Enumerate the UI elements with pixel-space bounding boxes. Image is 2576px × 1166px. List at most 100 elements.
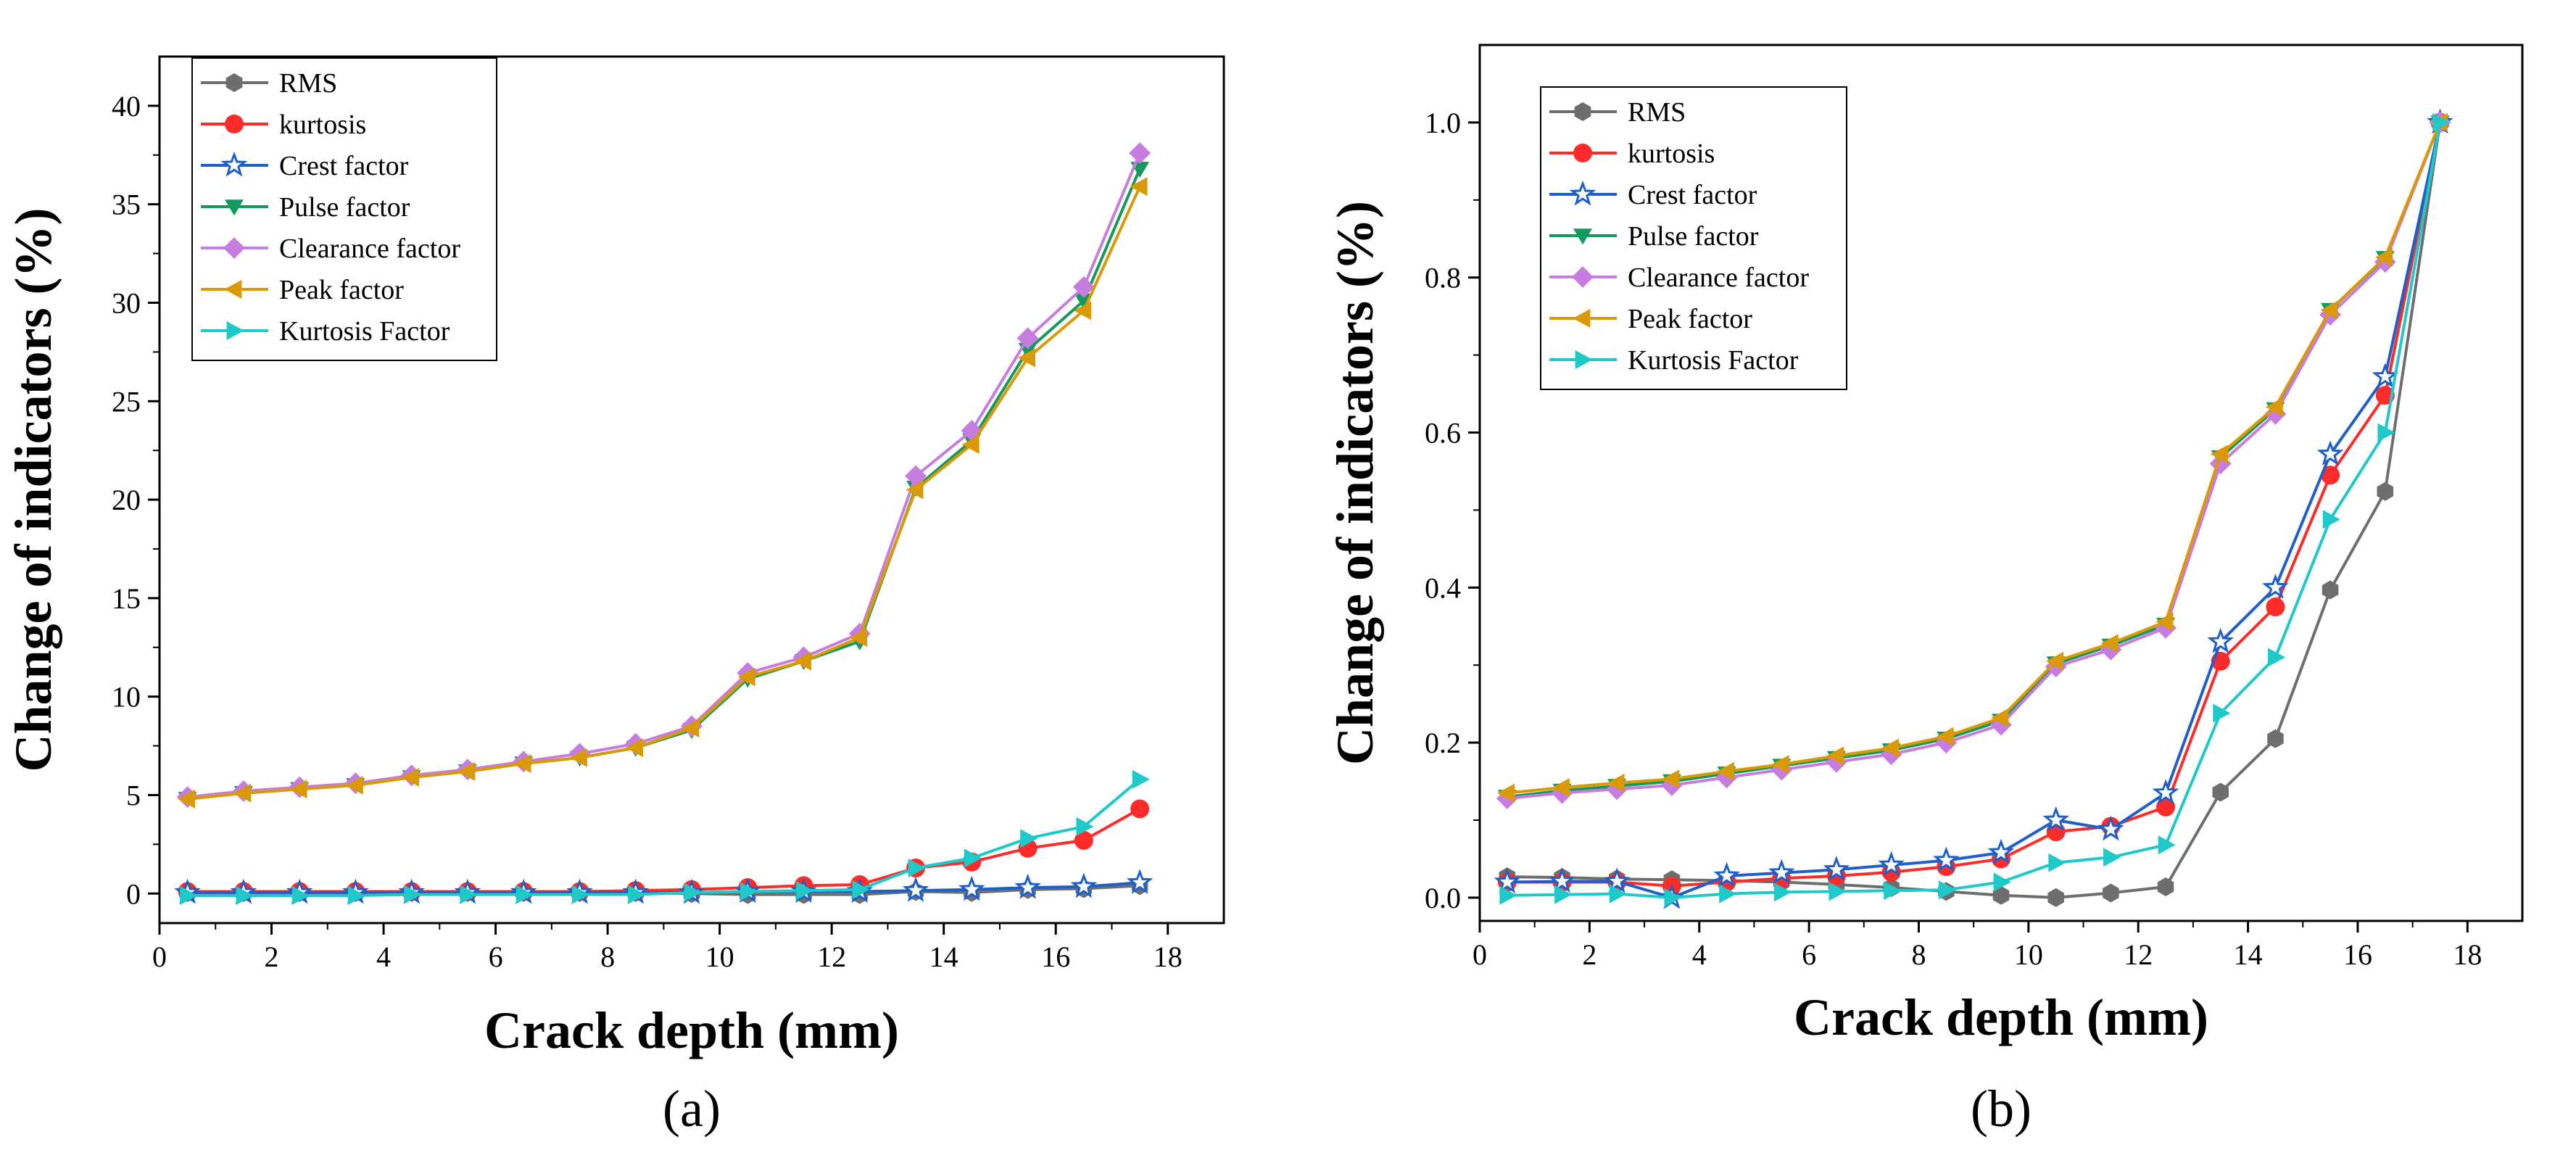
legend-label: Peak factor — [1628, 304, 1752, 334]
y-tick-label: 1.0 — [1425, 107, 1461, 139]
data-point-crest-factor — [2372, 363, 2399, 389]
data-point-crest-factor — [1768, 859, 1795, 885]
series-line-kurtosis-factor — [1507, 122, 2442, 899]
legend-label: Kurtosis Factor — [1628, 345, 1799, 376]
y-tick-label: 35 — [112, 189, 141, 221]
legend-label: Crest factor — [279, 151, 409, 181]
x-tick-label: 2 — [265, 940, 279, 973]
x-axis-label: Crack depth (mm) — [1794, 988, 2208, 1046]
data-point-rms — [2157, 877, 2174, 896]
data-point-peak-factor — [1771, 755, 1789, 774]
data-point-crest-factor — [1070, 872, 1098, 898]
data-point-kurtosis-factor — [572, 885, 590, 904]
data-point-kurtosis-factor — [1993, 872, 2011, 892]
x-tick-label: 14 — [2234, 938, 2263, 971]
x-tick-label: 12 — [817, 940, 846, 973]
legend-label: Kurtosis Factor — [279, 316, 450, 347]
data-point-kurtosis-factor — [1020, 829, 1038, 848]
data-point-crest-factor — [1823, 856, 1850, 881]
legend-box — [191, 57, 497, 361]
data-point-crest-factor — [1494, 868, 1521, 894]
data-point-kurtosis — [2321, 466, 2340, 485]
data-point-crest-factor — [1603, 867, 1631, 893]
data-point-peak-factor — [345, 775, 363, 795]
data-point-peak-factor — [1881, 738, 1899, 758]
legend-swatch-marker — [1572, 266, 1594, 288]
x-tick-label: 16 — [1041, 940, 1070, 973]
data-point-kurtosis-factor — [515, 885, 534, 904]
legend-label: Pulse factor — [279, 192, 410, 223]
legend-swatch-marker — [1569, 180, 1596, 206]
data-point-peak-factor — [2375, 247, 2393, 267]
data-point-peak-factor — [850, 628, 868, 648]
legend-label: RMS — [1628, 97, 1686, 128]
data-point-peak-factor — [178, 789, 195, 809]
legend-label: Crest factor — [1628, 180, 1757, 210]
legend-item: RMS — [201, 68, 337, 99]
data-point-clearance-factor — [905, 465, 927, 487]
legend-label: Clearance factor — [279, 233, 460, 264]
x-tick-label: 6 — [489, 940, 503, 973]
data-point-kurtosis-factor — [852, 880, 870, 899]
y-axis-label: Change of indicators (%) — [4, 208, 62, 772]
legend-item: Kurtosis Factor — [201, 316, 450, 347]
data-point-kurtosis-factor — [1829, 882, 1847, 901]
series-peak-factor — [1497, 112, 2448, 803]
legend-item: Pulse factor — [1549, 221, 1759, 252]
y-tick-label: 0.0 — [1425, 882, 1461, 914]
data-point-peak-factor — [233, 783, 252, 803]
data-point-rms — [2267, 729, 2284, 748]
x-tick-label: 2 — [1582, 938, 1596, 971]
data-point-crest-factor — [2262, 574, 2289, 599]
data-point-kurtosis-factor — [628, 885, 646, 904]
legend-label: Peak factor — [279, 275, 404, 305]
data-point-crest-factor — [2152, 779, 2179, 805]
data-point-crest-factor — [2316, 440, 2344, 466]
data-point-peak-factor — [1607, 773, 1625, 793]
legend: RMS kurtosis Crest factor Pulse factor Clear… — [1540, 86, 1847, 390]
legend-swatch-marker — [1573, 144, 1592, 162]
panel-label: (a) — [663, 1080, 721, 1138]
data-point-rms — [2322, 580, 2339, 600]
data-point-rms — [2047, 888, 2064, 907]
data-point-peak-factor — [1074, 301, 1092, 321]
y-tick-label: 0.8 — [1425, 262, 1461, 294]
data-point-peak-factor — [2100, 634, 2119, 653]
data-point-peak-factor — [457, 761, 476, 781]
chart-panel-b: 0 2 4 6 8 10 12 14 16 18 0.0 0.2 0.4 0.6 0.8 1.0 Crack d… — [1326, 44, 2524, 1138]
data-point-rms — [2103, 883, 2119, 903]
plot-frame — [1478, 44, 2524, 922]
series-line-peak-factor — [187, 186, 1141, 801]
data-point-clearance-factor — [1129, 142, 1151, 164]
data-point-peak-factor — [2265, 397, 2283, 417]
data-point-crest-factor — [2207, 627, 2235, 653]
x-tick-label: 18 — [2453, 938, 2482, 971]
data-point-peak-factor — [961, 435, 980, 454]
legend-swatch-marker — [1575, 350, 1593, 369]
data-point-peak-factor — [2155, 612, 2174, 632]
data-point-kurtosis — [1130, 799, 1150, 819]
data-point-kurtosis-factor — [460, 885, 478, 904]
data-point-kurtosis-factor — [2322, 510, 2340, 529]
data-point-peak-factor — [569, 748, 587, 767]
legend-item: RMS — [1549, 97, 1686, 128]
data-point-crest-factor — [2097, 815, 2124, 841]
data-point-crest-factor — [1126, 869, 1154, 894]
data-point-rms — [2377, 481, 2393, 501]
legend-item: Pulse factor — [201, 192, 410, 223]
data-point-peak-factor — [1716, 761, 1734, 781]
data-point-crest-factor — [1549, 867, 1575, 893]
data-point-crest-factor — [1878, 851, 1905, 877]
data-point-clearance-factor — [961, 420, 983, 442]
panel-label: (b) — [1971, 1080, 2032, 1138]
y-tick-label: 40 — [112, 90, 141, 123]
data-point-crest-factor — [1014, 873, 1041, 899]
data-point-kurtosis-factor — [180, 886, 198, 905]
x-tick-label: 8 — [600, 940, 615, 973]
data-point-kurtosis-factor — [908, 859, 926, 877]
data-point-kurtosis-factor — [1554, 885, 1573, 904]
data-point-kurtosis-factor — [1938, 880, 1956, 900]
series-line-peak-factor — [1507, 122, 2442, 795]
data-point-kurtosis-factor — [1499, 885, 1517, 905]
x-tick-label: 18 — [1154, 940, 1183, 973]
